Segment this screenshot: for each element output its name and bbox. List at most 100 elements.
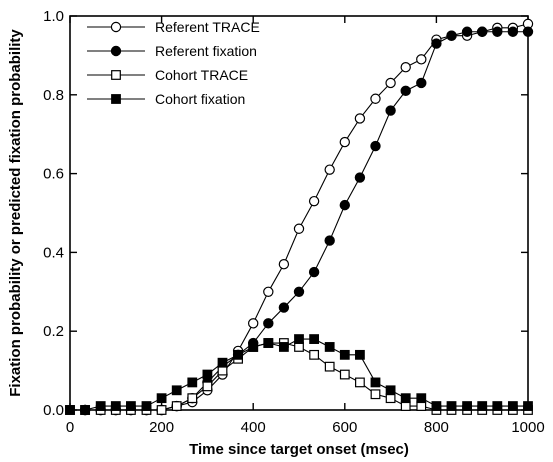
filled-square-marker [416,393,427,404]
filled-square-marker [446,401,457,411]
filled-square-marker [141,401,152,411]
filled-square-marker [462,401,472,411]
plot-frame [69,15,529,411]
open-circle-marker [247,318,259,329]
series-line [85,31,528,411]
filled-square-marker [385,385,396,396]
legend-label: Referent TRACE [155,19,260,35]
filled-square-marker [400,393,411,404]
series-layer [65,18,534,416]
filled-square-marker [187,377,198,388]
open-square-marker [202,381,213,392]
open-circle-marker [324,164,335,175]
filled-circle-marker [354,172,366,183]
x-tick-label: 400 [241,419,266,436]
filled-square-marker [217,357,228,368]
filled-circle-marker [370,140,381,152]
series-line [85,23,529,411]
legend-label: Cohort fixation [155,91,245,107]
open-circle-marker [339,136,350,148]
series-line [70,342,528,411]
filled-square-marker [278,342,289,352]
filled-square-marker [477,401,488,411]
filled-circle-marker [110,45,122,57]
filled-square-marker [370,377,381,388]
filled-square-marker [294,334,304,344]
open-circle-marker [110,21,122,33]
filled-circle-marker [507,26,519,37]
open-square-marker [309,349,320,360]
legend-item-referent-trace: Referent TRACE [87,19,260,35]
filled-square-marker [171,385,182,396]
filled-circle-marker [339,199,350,211]
filled-circle-marker [416,77,427,89]
y-tick-label: 1.0 [43,8,64,25]
filled-square-marker [339,349,350,360]
legend-label: Referent fixation [155,43,257,59]
legend-label: Cohort TRACE [155,67,248,83]
open-square-marker [111,70,121,80]
legend-item-referent-fixation: Referent fixation [87,43,257,59]
filled-square-marker [309,334,320,344]
open-circle-marker [385,77,396,89]
filled-square-marker [80,405,91,415]
open-square-marker [355,377,365,388]
legend: Referent TRACE Referent fixation Cohort TR… [87,19,260,107]
legend-item-cohort-trace: Cohort TRACE [87,67,248,83]
series-referent-fixation [79,26,534,416]
filled-square-marker [324,342,335,352]
filled-circle-marker [492,26,503,37]
x-tick-label: 600 [332,419,357,436]
filled-square-marker [202,369,213,380]
filled-square-marker [355,349,365,360]
legend-item-cohort-fixation: Cohort fixation [87,91,245,107]
series-cohort-fixation [65,334,533,415]
open-square-marker [370,389,381,400]
x-tick-label: 200 [149,419,174,436]
filled-circle-marker [446,30,457,41]
y-tick-label: 0.4 [43,244,64,261]
filled-square-marker [431,401,442,411]
x-tick-label: 0 [66,419,74,436]
filled-circle-marker [431,38,442,49]
open-square-marker [324,361,335,372]
filled-square-marker [111,94,121,104]
filled-square-marker [156,393,167,404]
filled-circle-marker [263,318,274,329]
open-circle-marker [370,93,381,104]
filled-circle-marker [461,26,473,37]
y-tick-label: 0.0 [43,402,64,419]
filled-square-marker [110,401,121,411]
filled-square-marker [523,401,533,411]
open-circle-marker [263,286,274,297]
filled-square-marker [248,342,259,352]
x-tick-label: 1000 [511,419,544,436]
open-square-marker [156,405,167,415]
open-square-marker [171,401,182,411]
filled-circle-marker [400,85,411,97]
open-square-marker [187,393,198,404]
plot-border [69,15,529,411]
y-tick-label: 0.2 [43,323,64,340]
filled-circle-marker [522,26,534,37]
filled-square-marker [507,401,518,411]
filled-square-marker [233,349,243,360]
filled-circle-marker [308,266,320,278]
x-axis-title: Time since target onset (msec) [189,441,409,458]
filled-square-marker [263,338,274,348]
open-square-marker [339,369,350,380]
x-tick-label: 800 [424,419,449,436]
filled-square-marker [95,401,106,411]
open-circle-marker [308,195,320,207]
filled-square-marker [492,401,503,411]
open-circle-marker [400,62,411,73]
filled-circle-marker [293,286,305,297]
filled-square-marker [126,401,136,411]
filled-square-marker [65,405,75,415]
y-tick-label: 0.6 [43,166,64,183]
filled-circle-marker [278,302,290,313]
filled-circle-marker [324,235,335,246]
filled-circle-marker [477,26,488,37]
open-circle-marker [293,223,305,234]
